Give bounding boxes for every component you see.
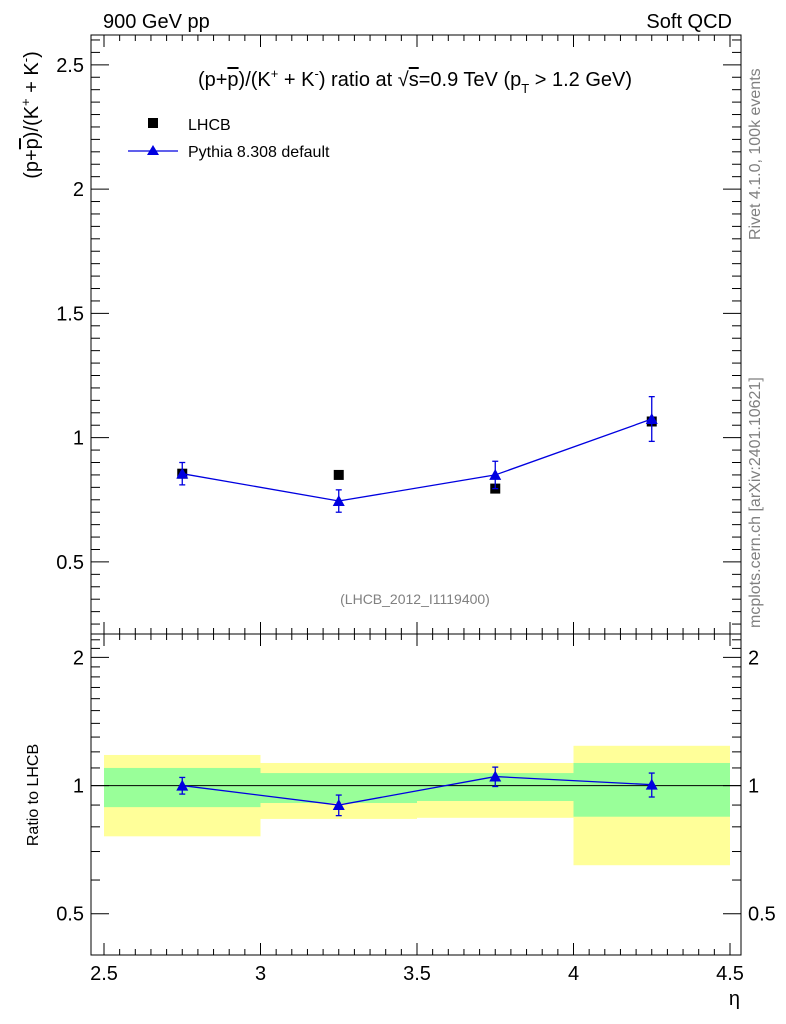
y-tick-label: 1.5 — [56, 303, 84, 325]
ratio-marks — [176, 766, 658, 817]
legend: LHCB Pythia 8.308 default — [128, 117, 330, 161]
data-point — [333, 469, 344, 480]
title-s: s — [409, 69, 419, 91]
x-tick-label: 2.5 — [90, 963, 118, 985]
title-sub: T — [521, 81, 529, 96]
mcplots-label: mcplots.cern.ch [arXiv:2401.10621] — [747, 377, 764, 628]
main-panel: 0.511.522.5 (p+p)/(K+ + K-) ratio at √s=… — [18, 34, 742, 635]
y-tick-label: 0.5 — [56, 552, 84, 574]
mc-line — [182, 418, 652, 502]
header-left-label: 900 GeV pp — [103, 11, 210, 33]
mc-point — [489, 770, 502, 782]
x-tick-label: 4.5 — [716, 963, 744, 985]
rivet-label: Rivet 4.1.0, 100k events — [747, 68, 764, 240]
ratio-bands — [91, 745, 741, 866]
ylabel-b: )/(K — [21, 105, 43, 138]
title-mid4: =0.9 TeV (p — [419, 69, 521, 91]
title-lead: (p+ — [198, 69, 227, 91]
y-tick-label: 1 — [73, 776, 84, 798]
ratio-frame — [90, 633, 742, 956]
ratio-mc-line — [182, 775, 652, 806]
legend-mc-marker — [147, 145, 159, 155]
mc-point — [332, 799, 345, 811]
main-ticks: 0.5 1 1.5 2 2.5 — [56, 35, 741, 634]
main-y-label: (p+p)/(K+ + K-) — [18, 51, 43, 179]
y-tick-label-right: 0.5 — [748, 904, 776, 926]
title-sqrt: √ — [398, 69, 409, 91]
title-mid: )/(K — [239, 69, 272, 91]
legend-data-marker — [148, 118, 158, 128]
main-marks — [176, 395, 658, 513]
ylabel-pbar: p — [21, 138, 43, 149]
mc-point — [332, 495, 345, 507]
header-right-label: Soft QCD — [646, 11, 732, 33]
x-axis-label: η — [729, 988, 740, 1010]
mc-point — [645, 778, 658, 790]
mc-point — [645, 413, 658, 425]
plot-title: (p+p)/(K+ + K-) ratio at √s=0.9 TeV (pT … — [198, 66, 632, 96]
legend-data-label: LHCB — [188, 117, 231, 134]
y-tick-label-right: 2 — [748, 647, 759, 669]
ratio-ticks: 2.5 3 3.5 4 4.5 0.5 0.5 1 1 2 2 — [56, 634, 776, 985]
x-tick-label: 3.5 — [403, 963, 431, 985]
y-tick-label: 2 — [73, 179, 84, 201]
x-tick-label: 4 — [568, 963, 579, 985]
legend-mc-label: Pythia 8.308 default — [188, 144, 330, 161]
ratio-y-label: Ratio to LHCB — [25, 744, 42, 846]
ratio-panel: 2.5 3 3.5 4 4.5 0.5 0.5 1 1 2 2 Ratio to LHCB η — [25, 633, 776, 1010]
ylabel-c: + K — [21, 62, 43, 99]
x-tick-label: 3 — [255, 963, 266, 985]
mc-point — [489, 468, 502, 480]
title-sup1: + — [271, 66, 279, 81]
title-mid2: + K — [278, 69, 315, 91]
y-tick-label-right: 1 — [748, 776, 759, 798]
y-tick-label: 2 — [73, 647, 84, 669]
y-tick-label: 0.5 — [56, 904, 84, 926]
y-tick-label: 1 — [73, 428, 84, 450]
title-sup2: - — [315, 66, 319, 81]
title-tail: > 1.2 GeV) — [529, 69, 632, 91]
ylabel-a: (p+ — [21, 149, 43, 178]
ylabel-sup1: + — [18, 98, 33, 106]
title-pbar: p — [227, 69, 238, 91]
title-mid3: ) ratio at — [319, 69, 398, 91]
y-tick-label: 2.5 — [56, 55, 84, 77]
ylabel-sup2: - — [18, 58, 33, 62]
ylabel-d: ) — [21, 51, 43, 58]
analysis-watermark: (LHCB_2012_I1119400) — [340, 591, 490, 607]
mc-point — [176, 779, 189, 791]
mc-point — [176, 467, 189, 479]
